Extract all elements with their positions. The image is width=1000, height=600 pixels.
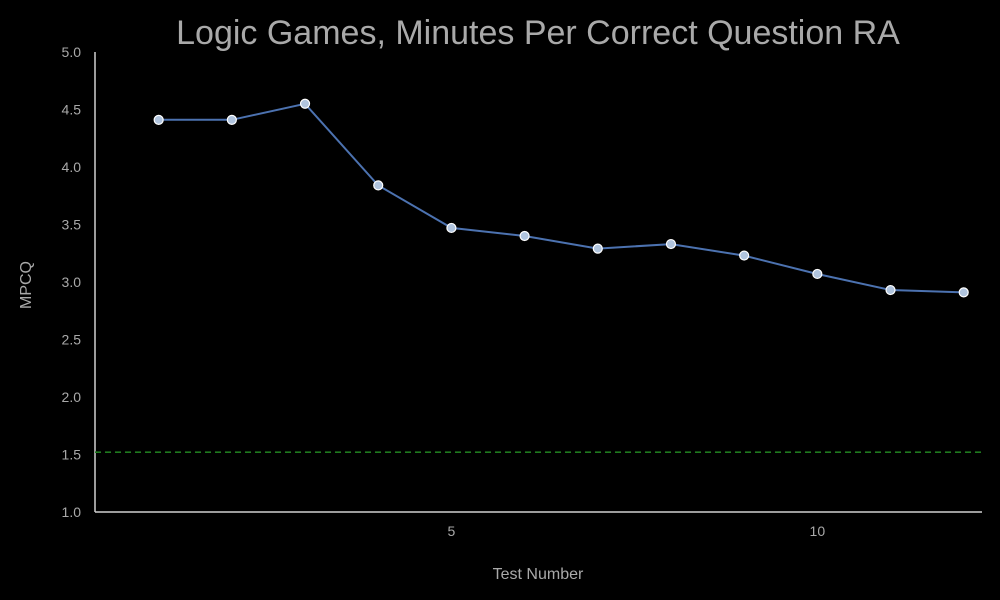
x-tick-label: 10 bbox=[810, 523, 826, 539]
y-tick-label: 2.5 bbox=[62, 332, 82, 348]
data-point bbox=[226, 114, 237, 125]
data-point bbox=[519, 230, 530, 242]
series-layer bbox=[153, 98, 969, 298]
chart-title: Logic Games, Minutes Per Correct Questio… bbox=[176, 14, 900, 52]
y-tick-label: 2.0 bbox=[62, 389, 82, 405]
axes: 1.0 1.5 2.0 2.5 3.0 3.5 4.0 4.5 5.0 5 10 bbox=[62, 44, 982, 539]
y-tick-label: 3.5 bbox=[62, 217, 82, 233]
data-point bbox=[373, 180, 384, 191]
data-point bbox=[592, 243, 603, 254]
y-tick-label: 4.5 bbox=[62, 102, 82, 118]
data-point bbox=[153, 114, 164, 125]
data-point bbox=[299, 98, 311, 109]
y-tick-label: 1.0 bbox=[62, 504, 82, 520]
x-axis-label: Test Number bbox=[493, 566, 584, 583]
y-axis-label: MPCQ bbox=[18, 261, 35, 309]
series-line bbox=[158, 102, 964, 294]
y-tick-label: 4.0 bbox=[62, 159, 82, 175]
data-point bbox=[665, 238, 677, 250]
y-tick-label: 3.0 bbox=[62, 274, 82, 290]
y-tick-label: 5.0 bbox=[62, 44, 82, 60]
data-point bbox=[885, 284, 896, 296]
x-tick-label: 5 bbox=[448, 523, 456, 539]
data-point bbox=[446, 222, 457, 234]
data-point bbox=[739, 250, 750, 261]
data-point bbox=[812, 268, 823, 280]
data-point bbox=[958, 287, 969, 298]
y-tick-label: 1.5 bbox=[62, 447, 82, 463]
